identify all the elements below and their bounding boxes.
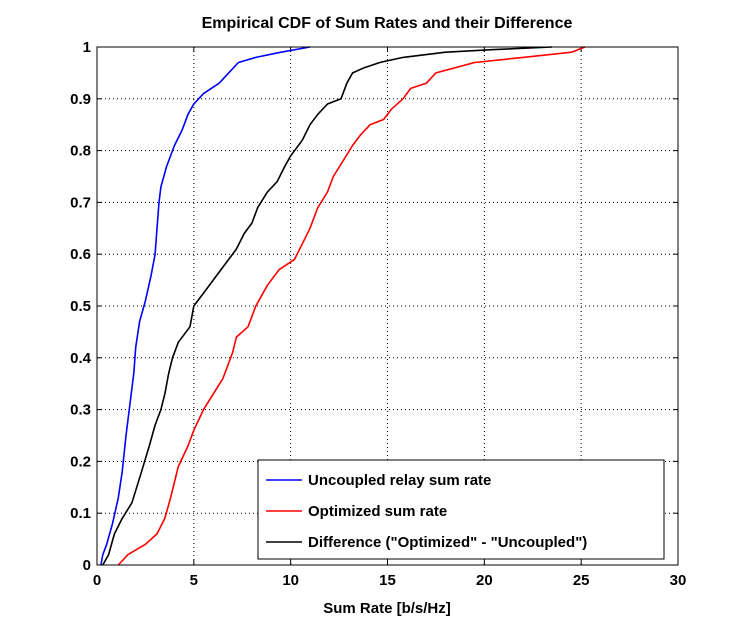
y-tick-label: 0.2: [70, 453, 91, 470]
y-tick-label: 0.4: [70, 350, 92, 367]
y-tick-label: 1: [83, 39, 91, 56]
legend-label-2: Optimized sum rate: [308, 503, 447, 520]
y-tick-label: 0.5: [70, 298, 91, 315]
legend-entries: Uncoupled relay sum rate Optimized sum ra…: [266, 472, 587, 551]
y-tick-label: 0.8: [70, 143, 91, 160]
legend: Uncoupled relay sum rate Optimized sum ra…: [257, 459, 665, 560]
legend-box: [257, 459, 665, 560]
tick-labels: 0 5 10 15 20 25 30 0 0.1 0.2 0.3 0.4 0.5 0.6 0.7 0.8 0.9…: [70, 39, 686, 589]
plot-frame: [96, 46, 679, 566]
x-tick-label: 15: [379, 572, 396, 589]
y-tick-label: 0.1: [70, 505, 91, 522]
chart-title: Empirical CDF of Sum Rates and their Dif…: [202, 15, 573, 32]
series-line-1: [100, 46, 311, 566]
series-lines: [100, 46, 586, 566]
legend-label-3: Difference ("Optimized" - "Uncoupled"): [308, 534, 587, 551]
x-tick-label: 30: [670, 572, 687, 589]
legend-label-1: Uncoupled relay sum rate: [308, 472, 491, 489]
y-tick-label: 0.9: [70, 91, 91, 108]
y-tick-label: 0: [83, 557, 91, 574]
x-axis-label: Sum Rate [b/s/Hz]: [323, 600, 451, 617]
y-tick-label: 0.6: [70, 246, 91, 263]
x-tick-label: 25: [573, 572, 590, 589]
x-tick-label: 5: [190, 572, 198, 589]
x-tick-label: 10: [282, 572, 299, 589]
series-line-2: [117, 46, 586, 566]
x-tick-label: 0: [93, 572, 101, 589]
series-line-3: [102, 46, 553, 566]
x-tick-label: 20: [476, 572, 493, 589]
y-tick-label: 0.7: [70, 194, 91, 211]
axis-ticks: [96, 46, 679, 566]
y-tick-label: 0.3: [70, 402, 91, 419]
